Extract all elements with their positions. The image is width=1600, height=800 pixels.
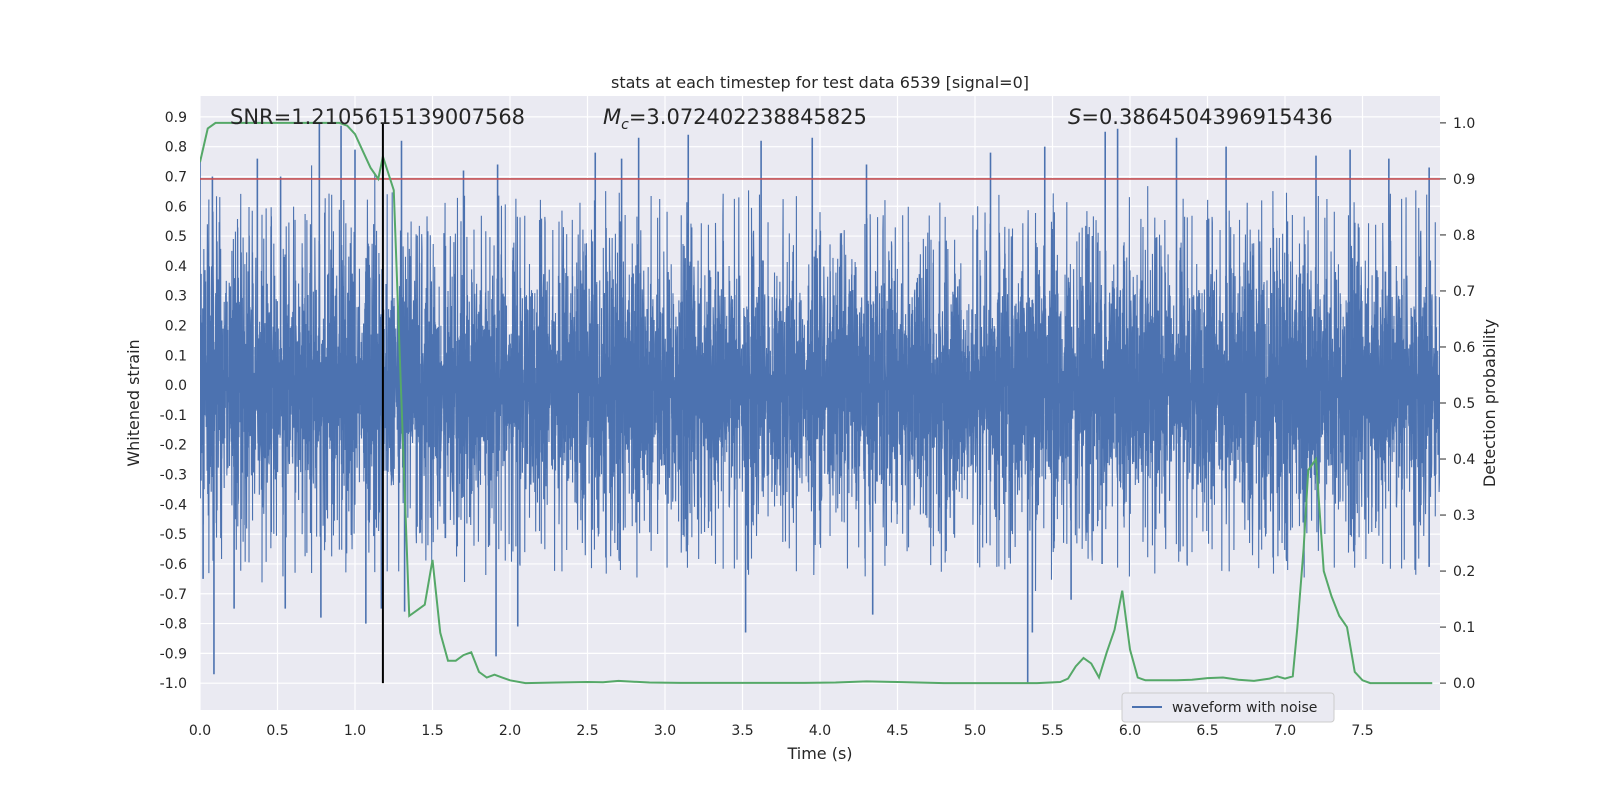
y-right-tick-label: 0.7 [1453,284,1475,300]
y-left-tick-label: -0.3 [160,468,187,484]
y-left-tick-label: 0.5 [165,229,187,245]
chirp-mass-symbol: M [603,105,621,129]
y-right-tick-label: 0.5 [1453,396,1475,412]
y-left-tick-label: 0.1 [165,348,187,364]
y-left-tick-label: 0.8 [165,140,187,156]
overlay-lines [200,121,1440,685]
legend: waveform with noise [1121,692,1335,723]
y-left-tick-label: 0.4 [165,259,187,275]
y-right-tick-label: 0.3 [1453,508,1475,524]
y-left-tick-label: -0.4 [160,497,187,513]
waveform-series [200,122,1440,684]
y-right-tick-label: 1.0 [1453,116,1475,132]
legend-label: waveform with noise [1172,700,1317,716]
y-left-tick-label: 0.6 [165,199,187,215]
detection-probability-line [200,121,1433,685]
y-left-tick-label: -0.2 [160,438,187,454]
x-tick-label: 7.5 [1351,723,1373,739]
x-tick-label: 2.0 [499,723,521,739]
x-axis-label: Time (s) [786,744,852,763]
snr-annotation: SNR=1.2105615139007568 [230,105,525,129]
y-right-axis-label: Detection probability [1480,319,1499,487]
y-left-tick-label: -0.7 [160,587,187,603]
s-annotation: S=0.3864504396915436 [1068,105,1333,129]
y-left-tick-label: 0.2 [165,319,187,335]
legend-box [1121,692,1335,723]
s-value: =0.3864504396915436 [1081,105,1332,129]
x-tick-label: 3.5 [731,723,753,739]
x-tick-label: 3.0 [654,723,676,739]
chirp-mass-annotation: Mc=3.072402238845825 [603,105,867,133]
y-right-tick-label: 0.9 [1453,172,1475,188]
x-tick-label: 5.5 [1041,723,1063,739]
y-left-tick-label: -0.5 [160,527,187,543]
x-tick-label: 6.5 [1196,723,1218,739]
y-right-tick-label: 0.6 [1453,340,1475,356]
x-tick-label: 1.5 [421,723,443,739]
chirp-mass-subscript: c [621,117,629,133]
x-tick-label: 0.5 [266,723,288,739]
x-tick-label: 5.0 [964,723,986,739]
y-left-axis-label: Whitened strain [124,339,143,466]
x-tick-label: 4.0 [809,723,831,739]
x-tick-label: 1.0 [344,723,366,739]
y-right-tick-label: 0.8 [1453,228,1475,244]
x-tick-label: 7.0 [1274,723,1296,739]
y-left-tick-labels: 0.9 0.8 0.7 0.6 0.5 0.4 0.3 0.2 0.1 0.0 -0.1 -0.2 -0… [160,110,187,692]
y-right-tick-label: 0.1 [1453,620,1475,636]
chirp-mass-value: =3.072402238845825 [629,105,867,129]
y-right-tick-label: 0.0 [1453,676,1475,692]
y-left-tick-label: 0.7 [165,169,187,185]
y-left-tick-label: -1.0 [160,676,187,692]
x-tick-label: 2.5 [576,723,598,739]
y-left-tick-label: -0.1 [160,408,187,424]
y-right-tick-labels: 1.0 0.9 0.8 0.7 0.6 0.5 0.4 0.3 0.2 0.1 0.0 [1440,116,1475,692]
y-left-tick-label: -0.6 [160,557,187,573]
x-tick-label: 6.0 [1119,723,1141,739]
y-left-tick-label: 0.0 [165,378,187,394]
x-tick-label: 4.5 [886,723,908,739]
y-left-tick-label: 0.9 [165,110,187,126]
y-left-tick-label: -0.9 [160,646,187,662]
x-tick-labels: 0.0 0.5 1.0 1.5 2.0 2.5 3.0 3.5 4.0 4.5 5.0 5.5 6.0 6… [189,723,1374,739]
chart-title: stats at each timestep for test data 653… [611,73,1029,92]
y-left-tick-label: 0.3 [165,289,187,305]
waveform-noise-path [200,165,1440,592]
y-left-tick-label: -0.8 [160,617,187,633]
x-tick-label: 0.0 [189,723,211,739]
s-symbol: S [1068,105,1081,129]
y-right-tick-label: 0.4 [1453,452,1475,468]
y-right-tick-label: 0.2 [1453,564,1475,580]
